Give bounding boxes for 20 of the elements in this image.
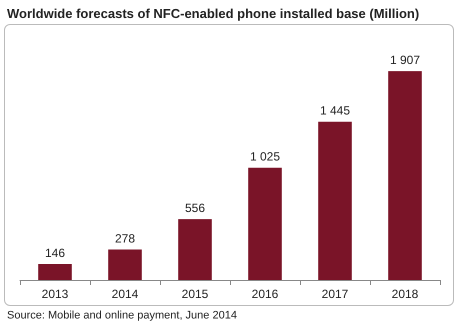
x-tick-label: 2015	[182, 287, 209, 301]
x-tick-label: 2013	[42, 287, 69, 301]
data-label: 556	[184, 201, 206, 216]
bar	[318, 122, 352, 280]
bar	[178, 219, 212, 280]
chart-title: Worldwide forecasts of NFC-enabled phone installed base (Million)	[7, 6, 420, 21]
x-tick-label: 2016	[252, 287, 279, 301]
bar	[38, 264, 72, 280]
x-tick-label: 2014	[112, 287, 139, 301]
bar	[248, 168, 282, 280]
data-label: 1 445	[320, 104, 350, 118]
source-note: Source: Mobile and online payment, June 2014	[7, 310, 237, 322]
data-label: 146	[44, 246, 66, 260]
data-label: 278	[114, 232, 136, 246]
bar	[108, 250, 142, 280]
data-label: 1 907	[390, 53, 420, 68]
data-label: 1 025	[250, 150, 280, 164]
x-tick-label: 2017	[322, 287, 349, 301]
x-tick-label: 2018	[392, 287, 419, 301]
bar	[388, 71, 422, 280]
